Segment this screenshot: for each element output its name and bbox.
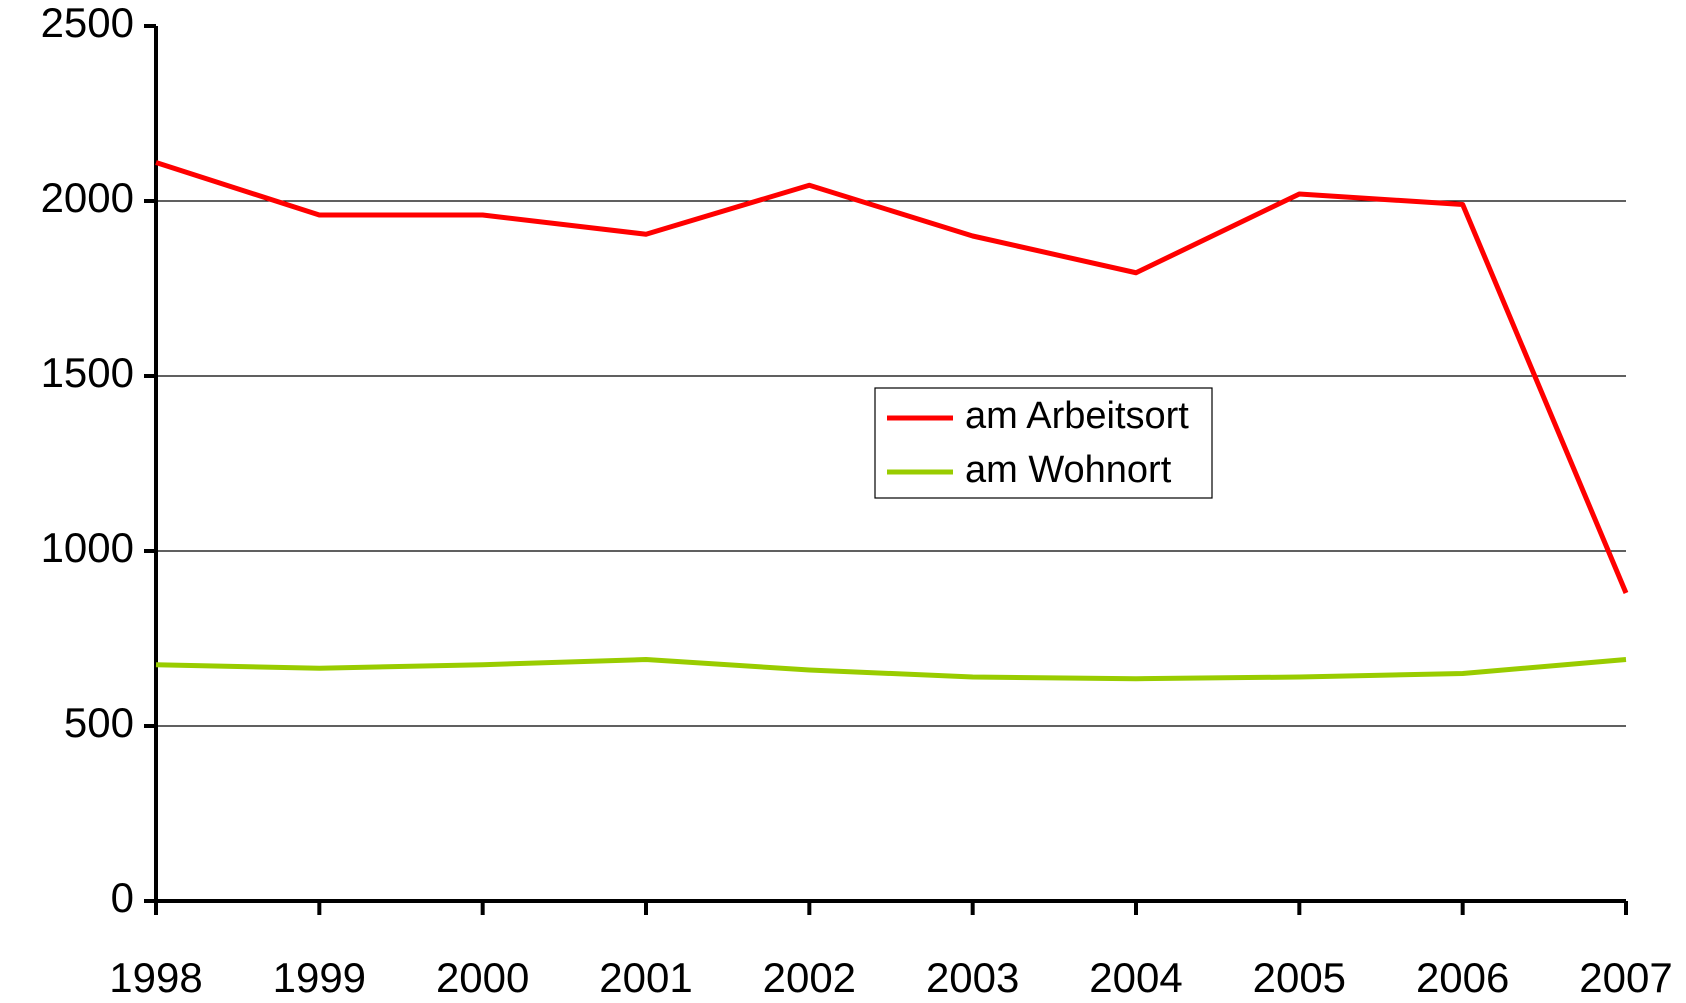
series-line bbox=[155, 160, 1629, 594]
x-tick-label: 2000 bbox=[436, 954, 529, 1001]
x-tick-label: 2006 bbox=[1416, 954, 1509, 1001]
x-tick-label: 2004 bbox=[1089, 954, 1182, 1001]
legend-box bbox=[874, 387, 1213, 499]
series-line bbox=[155, 657, 1627, 682]
legend-label: am Arbeitsort bbox=[965, 395, 1189, 437]
y-tick-label: 1500 bbox=[41, 349, 134, 396]
x-tick-label: 2001 bbox=[599, 954, 692, 1001]
y-tick-label: 0 bbox=[111, 874, 134, 921]
y-tick-label: 2000 bbox=[41, 174, 134, 221]
x-tick-label: 2003 bbox=[926, 954, 1019, 1001]
y-tick-label: 500 bbox=[64, 699, 134, 746]
x-tick-label: 2005 bbox=[1253, 954, 1346, 1001]
y-tick-label: 2500 bbox=[41, 0, 134, 46]
legend-label: am Wohnort bbox=[965, 449, 1172, 491]
x-tick-label: 1998 bbox=[109, 954, 202, 1001]
x-tick-label: 1999 bbox=[273, 954, 366, 1001]
x-tick-label: 2002 bbox=[763, 954, 856, 1001]
y-tick-label: 1000 bbox=[41, 524, 134, 571]
x-tick-label: 2007 bbox=[1579, 954, 1672, 1001]
